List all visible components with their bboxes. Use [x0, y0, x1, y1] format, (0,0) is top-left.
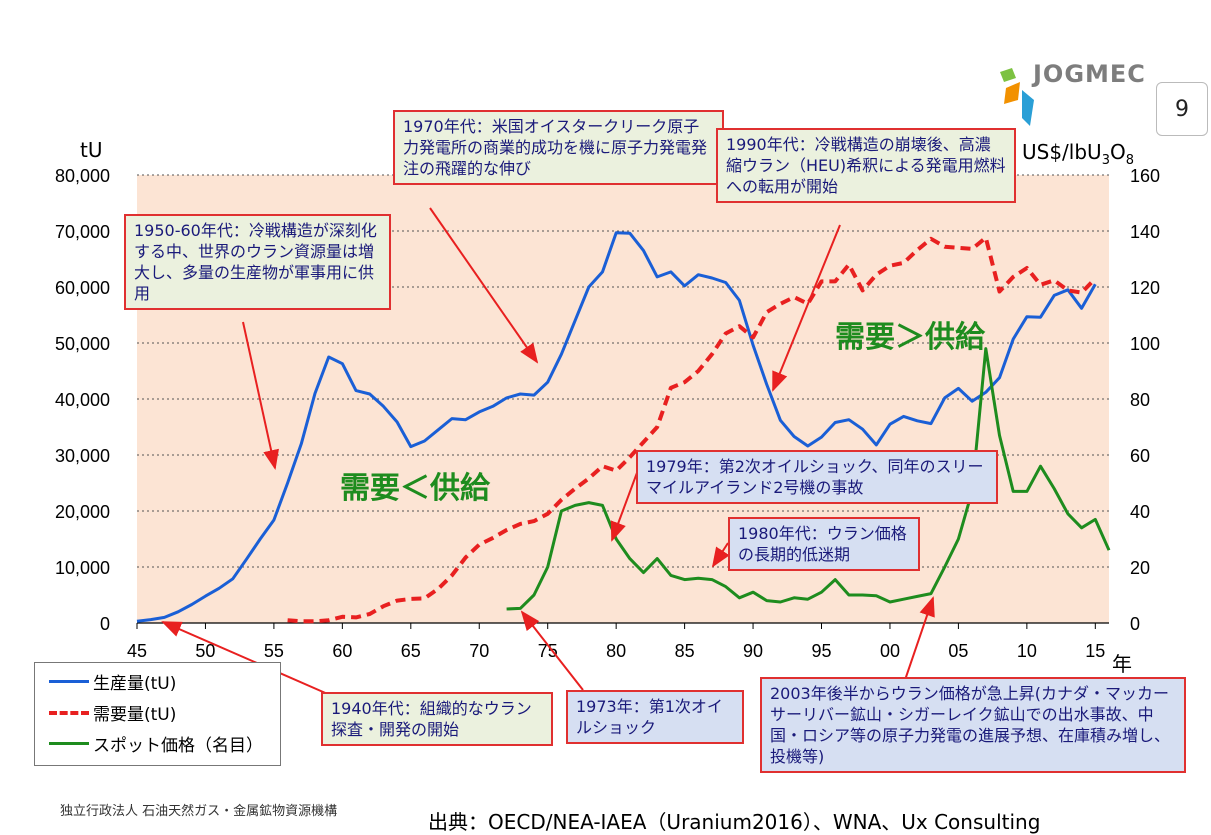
legend-production: 生産量(tU): [49, 669, 176, 694]
annotation-1979: 1979年：第2次オイルショック、同年のスリーマイルアイランド2号機の事故: [636, 450, 998, 504]
left-tick-label: 50,000: [55, 334, 110, 354]
left-axis-labels: 0 10,000 20,000 30,000 40,000 50,000 60,000 70,…: [55, 166, 110, 634]
right-axis-unit: US$/lbU3O8: [1022, 140, 1134, 168]
right-tick-label: 140: [1130, 222, 1160, 242]
x-tick-label: 50: [195, 641, 215, 661]
left-tick-label: 30,000: [55, 446, 110, 466]
arrow-1970: [429, 207, 539, 364]
x-axis-labels: 45 50 55 60 65 70 75 80 85 90 95 00 05 10 15: [127, 622, 1109, 661]
arrow-2003: [904, 596, 935, 681]
legend-production-label: 生産量(tU): [93, 674, 177, 694]
x-tick-label: 05: [948, 641, 968, 661]
legend-spot-swatch: [49, 742, 89, 745]
annotation-1950s: 1950-60年代：冷戦構造が深刻化する中、世界のウラン資源量は増大し、多量の生…: [124, 214, 391, 310]
x-tick-label: 65: [401, 641, 421, 661]
right-tick-label: 60: [1130, 446, 1150, 466]
left-tick-label: 0: [100, 614, 110, 634]
annotation-1980s: 1980年代：ウラン価格の長期的低迷期: [728, 517, 920, 571]
annotation-1990s: 1990年代：冷戦構造の崩壊後、高濃縮ウラン（HEU)希釈による発電用燃料への転…: [716, 128, 1016, 203]
x-tick-label: 75: [538, 641, 558, 661]
right-axis-labels: 0 20 40 60 80 100 120 140 160: [1130, 166, 1160, 634]
left-tick-label: 40,000: [55, 390, 110, 410]
arrow-1979: [610, 469, 639, 542]
x-axis-unit: 年: [1112, 652, 1132, 676]
x-tick-label: 70: [469, 641, 489, 661]
annotation-1970s: 1970年代：米国オイスタークリーク原子力発電所の商業的成功を機に原子力発電発注…: [393, 110, 724, 185]
jogmec-logo-icon: [1000, 68, 1034, 126]
arrow-1950: [242, 321, 279, 470]
annotation-arrows: [161, 207, 935, 696]
arrow-1980: [711, 542, 730, 568]
right-tick-label: 0: [1130, 614, 1140, 634]
legend-spot: スポット価格（名目）: [49, 731, 263, 756]
legend-demand-swatch: [49, 710, 89, 715]
x-tick-label: 60: [332, 641, 352, 661]
x-tick-label: 80: [606, 641, 626, 661]
arrow-1973: [520, 610, 584, 691]
label-demand-lt-supply: 需要＜供給: [340, 471, 490, 506]
right-tick-label: 120: [1130, 278, 1160, 298]
x-tick-label: 55: [264, 641, 284, 661]
jogmec-logo-text: JOGMEC: [1033, 60, 1146, 88]
left-tick-label: 60,000: [55, 278, 110, 298]
legend-spot-label: スポット価格（名目）: [93, 736, 263, 756]
right-tick-label: 20: [1130, 558, 1150, 578]
arrow-1990: [772, 224, 841, 392]
annotation-1940s: 1940年代：組織的なウラン探査・開発の開始: [321, 692, 553, 746]
x-tick-label: 85: [675, 641, 695, 661]
left-axis-unit: tU: [80, 138, 103, 162]
footer-org: 独立行政法人 石油天然ガス・金属鉱物資源機構: [60, 804, 338, 819]
legend-demand: 需要量(tU): [49, 700, 176, 725]
series-lines: [136, 231, 1111, 624]
spot-price-line: [506, 347, 1111, 611]
left-tick-label: 20,000: [55, 502, 110, 522]
annotation-1973: 1973年：第1次オイルショック: [566, 690, 744, 744]
x-tick-label: 10: [1017, 641, 1037, 661]
annotation-2003: 2003年後半からウラン価格が急上昇(カナダ・マッカーサーリバー鉱山・シガーレイ…: [760, 677, 1186, 773]
demand-line: [287, 235, 1097, 624]
legend-demand-label: 需要量(tU): [93, 705, 177, 725]
legend: 生産量(tU) 需要量(tU) スポット価格（名目）: [34, 662, 281, 766]
x-tick-label: 90: [743, 641, 763, 661]
left-tick-label: 10,000: [55, 558, 110, 578]
legend-production-swatch: [49, 680, 89, 683]
footer-source: 出典：OECD/NEA-IAEA（Uranium2016）、WNA、Ux Con…: [428, 810, 1041, 834]
x-tick-label: 15: [1085, 641, 1105, 661]
arrow-1940: [161, 621, 331, 696]
label-demand-gt-supply: 需要＞供給: [835, 320, 985, 355]
left-tick-label: 80,000: [55, 166, 110, 186]
page-number: 9: [1156, 82, 1208, 136]
x-tick-label: 00: [880, 641, 900, 661]
right-tick-label: 80: [1130, 390, 1150, 410]
production-line: [136, 231, 1097, 623]
x-tick-label: 95: [811, 641, 831, 661]
right-tick-label: 40: [1130, 502, 1150, 522]
x-tick-label: 45: [127, 641, 147, 661]
left-tick-label: 70,000: [55, 222, 110, 242]
right-tick-label: 160: [1130, 166, 1160, 186]
right-tick-label: 100: [1130, 334, 1160, 354]
